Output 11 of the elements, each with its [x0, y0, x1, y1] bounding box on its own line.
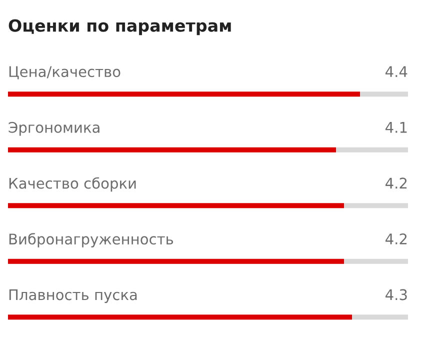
y-tick-label: Вибронагруженность	[9, 233, 174, 248]
data-label: 4.2	[386, 233, 407, 244]
chart-title: Оценки по параметрам	[8, 19, 231, 36]
y-tick-label: Плавность пуска	[9, 289, 137, 304]
data-label: 4.3	[386, 289, 407, 300]
data-label: 4.1	[386, 122, 407, 133]
data-label: 4.4	[386, 66, 408, 77]
y-tick-label: Цена/качество	[9, 66, 120, 80]
data-label: 4.2	[386, 178, 407, 188]
y-tick-label: Качество сборки	[9, 177, 136, 192]
y-tick-label: Эргономика	[8, 122, 100, 136]
